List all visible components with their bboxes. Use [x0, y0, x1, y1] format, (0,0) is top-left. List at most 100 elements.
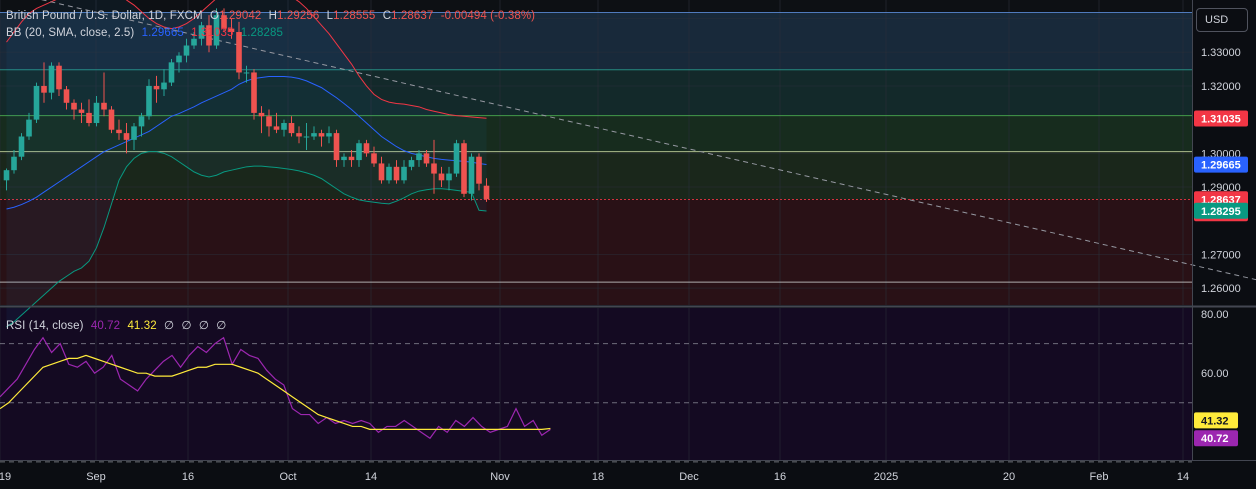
rsi-legend[interactable]: RSI (14, close) 40.72 41.32 ∅ ∅ ∅ ∅	[6, 318, 230, 332]
candle-body	[311, 133, 317, 137]
rsi-pane-bg	[0, 308, 1192, 460]
candle	[71, 99, 77, 120]
candle	[251, 69, 257, 120]
candle-body	[33, 85, 40, 120]
candle-body	[356, 143, 362, 161]
candle-body	[288, 123, 295, 134]
candle	[183, 38, 190, 63]
candle-body	[453, 143, 460, 174]
candle	[266, 109, 272, 137]
candle-body	[116, 129, 122, 134]
candle	[198, 21, 205, 46]
candle	[483, 178, 490, 202]
time-tick-label: 18	[592, 471, 604, 483]
candle-body	[176, 55, 182, 63]
candle-body	[341, 156, 347, 161]
candle-body	[266, 116, 272, 127]
candle	[356, 139, 362, 167]
candle-body	[161, 82, 167, 90]
bb-legend[interactable]: BB (20, SMA, close, 2.5) 1.29665 1.31035…	[6, 27, 287, 39]
price-label-text: 1.28295	[1201, 206, 1241, 218]
candle	[41, 62, 47, 103]
candle	[123, 123, 130, 154]
rsi-label-text: 40.72	[1201, 433, 1229, 445]
candle-body	[3, 170, 10, 181]
candle-body	[221, 15, 227, 29]
candle	[401, 160, 407, 184]
rsi-extra-2: ∅	[181, 320, 192, 332]
candle	[56, 62, 62, 97]
candle-body	[18, 136, 25, 157]
zone-3	[0, 115, 1192, 152]
candle-body	[326, 133, 332, 137]
rsi-ma-value: 41.32	[127, 320, 157, 332]
candle-body	[476, 156, 482, 184]
candle	[438, 166, 445, 188]
candle	[243, 65, 250, 83]
candle-body	[461, 143, 467, 194]
candle-body	[101, 102, 107, 110]
candle-body	[446, 173, 452, 181]
price-tick-label: 1.32000	[1201, 81, 1241, 93]
rsi-tick-label: 60.00	[1201, 368, 1229, 380]
candle	[423, 149, 430, 167]
candle	[258, 106, 265, 134]
candle	[146, 79, 152, 120]
candle-body	[363, 143, 370, 154]
currency-button[interactable]: USD	[1196, 8, 1248, 32]
candle-body	[318, 133, 325, 137]
price-label-text: 1.29665	[1201, 160, 1241, 172]
candle-body	[296, 133, 302, 137]
candle-body	[468, 156, 475, 194]
bb-lower-value: 1.28285	[240, 27, 284, 39]
candle-body	[438, 173, 445, 181]
candle-body	[416, 153, 422, 161]
candle	[63, 85, 70, 110]
candle	[236, 21, 242, 80]
candle	[48, 62, 55, 100]
candle-body	[146, 85, 152, 117]
price-label-text: 1.31035	[1201, 113, 1241, 125]
candle	[431, 139, 437, 194]
rsi-value: 40.72	[90, 320, 121, 332]
time-tick-label: 14	[365, 471, 377, 483]
time-tick-label: 16	[182, 471, 194, 483]
candle	[153, 75, 160, 103]
candle	[213, 8, 220, 49]
ohlc-high: H1.29256	[268, 10, 320, 22]
candle-body	[483, 185, 490, 200]
candle-body	[93, 102, 100, 124]
candle-body	[243, 72, 250, 74]
rsi-label-text: 41.32	[1201, 415, 1229, 427]
candle	[3, 168, 10, 191]
candle-body	[303, 136, 310, 138]
time-tick-label: Nov	[490, 471, 510, 483]
candle	[333, 129, 340, 167]
bb-upper-line	[6, 0, 487, 119]
bb-upper-value: 1.31035	[191, 27, 234, 39]
candle	[18, 133, 25, 161]
time-tick-label: Feb	[1090, 471, 1109, 483]
candle	[446, 166, 452, 191]
candle-body	[138, 116, 145, 127]
candle-body	[71, 102, 77, 110]
symbol-header: British Pound / U.S. Dollar, 1D, FXCM O1…	[6, 10, 539, 22]
rsi-line	[0, 336, 551, 440]
candle	[176, 52, 182, 73]
candle	[476, 153, 482, 191]
candle-body	[333, 133, 340, 161]
candle	[11, 149, 17, 174]
candle	[303, 123, 310, 150]
candle	[206, 15, 212, 53]
time-tick-label: 20	[1003, 471, 1015, 483]
candle-body	[183, 45, 190, 56]
candle	[461, 139, 467, 198]
price-tick-label: 1.26000	[1201, 283, 1241, 295]
rsi-label-box	[1194, 430, 1238, 447]
zone-2	[0, 69, 1192, 116]
candle-body	[258, 112, 265, 117]
candle-body	[236, 32, 242, 73]
candle	[468, 153, 475, 201]
rsi-extra-1: ∅	[164, 320, 175, 332]
